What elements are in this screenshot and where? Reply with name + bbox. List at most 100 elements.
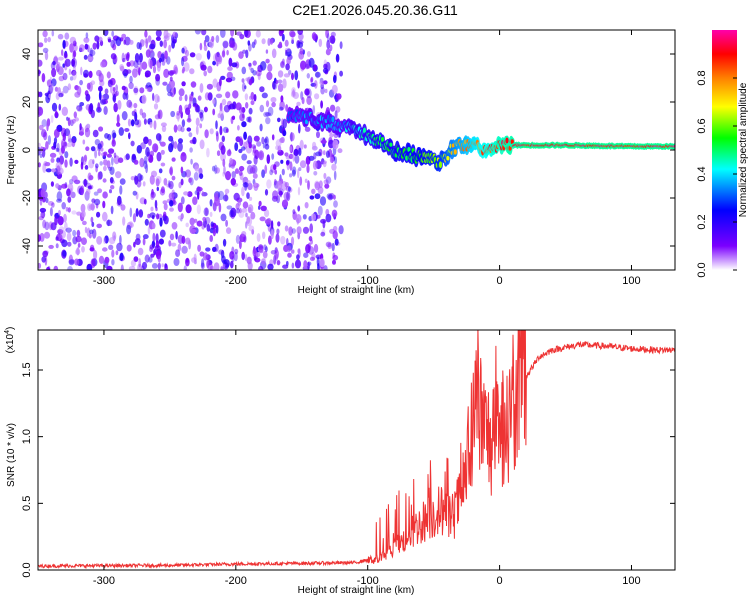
noise-blob bbox=[39, 199, 43, 206]
noise-blob bbox=[98, 126, 104, 132]
noise-blob bbox=[72, 118, 76, 124]
noise-blob bbox=[261, 136, 265, 145]
noise-blob bbox=[90, 258, 96, 269]
noise-blob bbox=[184, 169, 192, 178]
noise-blob bbox=[74, 258, 80, 266]
noise-blob bbox=[167, 91, 173, 97]
noise-blob bbox=[306, 164, 310, 174]
noise-blob bbox=[218, 249, 225, 255]
noise-blob bbox=[310, 78, 313, 83]
noise-blob bbox=[103, 237, 107, 245]
noise-blob bbox=[60, 229, 66, 239]
noise-blob bbox=[38, 70, 42, 75]
noise-blob bbox=[64, 58, 71, 67]
noise-blob bbox=[312, 160, 318, 170]
noise-blob bbox=[304, 88, 310, 96]
noise-blob bbox=[173, 124, 178, 133]
noise-blob bbox=[239, 113, 245, 122]
noise-blob bbox=[311, 188, 316, 195]
noise-blob bbox=[253, 135, 260, 142]
noise-blob bbox=[323, 63, 328, 70]
noise-blob bbox=[121, 111, 128, 121]
noise-blob bbox=[96, 211, 101, 218]
noise-blob bbox=[266, 71, 273, 81]
noise-blob bbox=[130, 259, 136, 267]
noise-blob bbox=[225, 170, 231, 181]
noise-blob bbox=[67, 196, 72, 203]
noise-blob bbox=[83, 37, 90, 43]
noise-blob bbox=[250, 67, 254, 74]
noise-blob bbox=[49, 83, 55, 92]
noise-blob bbox=[291, 262, 295, 269]
noise-blob bbox=[63, 52, 68, 59]
spectrogram-x-label: Height of straight line (km) bbox=[298, 285, 415, 296]
noise-blob bbox=[104, 133, 109, 139]
noise-blob bbox=[139, 39, 145, 47]
noise-blob bbox=[185, 222, 189, 228]
noise-blob bbox=[102, 211, 108, 222]
noise-blob bbox=[199, 111, 204, 119]
noise-blob bbox=[189, 68, 195, 75]
noise-blob bbox=[144, 30, 148, 38]
noise-blob bbox=[85, 188, 91, 196]
noise-blob bbox=[145, 38, 148, 49]
noise-blob bbox=[236, 31, 243, 36]
noise-blob bbox=[115, 250, 119, 256]
noise-blob bbox=[69, 36, 77, 45]
noise-blob bbox=[302, 226, 310, 234]
noise-blob bbox=[320, 139, 327, 144]
noise-blob bbox=[241, 186, 245, 197]
noise-blob bbox=[333, 170, 337, 181]
noise-blob bbox=[297, 205, 301, 212]
noise-blob bbox=[251, 229, 255, 235]
noise-blob bbox=[130, 176, 135, 181]
noise-blob bbox=[222, 238, 227, 247]
noise-blob bbox=[175, 249, 181, 257]
noise-blob bbox=[163, 178, 168, 186]
noise-blob bbox=[62, 85, 69, 94]
noise-blob bbox=[334, 238, 339, 246]
noise-blob bbox=[135, 208, 139, 217]
noise-blob bbox=[68, 68, 72, 76]
noise-blob bbox=[203, 70, 207, 77]
signal-core bbox=[510, 139, 514, 145]
noise-blob bbox=[306, 51, 311, 57]
noise-blob bbox=[67, 133, 71, 142]
noise-blob bbox=[264, 189, 269, 196]
noise-blob bbox=[132, 213, 137, 223]
noise-blob bbox=[328, 139, 335, 149]
noise-blob bbox=[175, 230, 178, 240]
noise-blob bbox=[126, 53, 130, 62]
svg-text:(x104): (x104) bbox=[4, 327, 16, 354]
noise-blob bbox=[280, 60, 285, 67]
noise-blob bbox=[199, 112, 204, 122]
noise-blob bbox=[133, 87, 139, 94]
noise-blob bbox=[164, 263, 168, 269]
noise-blob bbox=[309, 195, 315, 200]
signal-core bbox=[446, 155, 450, 161]
noise-blob bbox=[190, 81, 197, 88]
noise-blob bbox=[190, 94, 194, 100]
noise-blob bbox=[139, 157, 145, 168]
noise-blob bbox=[289, 132, 295, 142]
noise-blob bbox=[258, 244, 264, 251]
noise-blob bbox=[238, 210, 245, 218]
noise-blob bbox=[288, 226, 293, 236]
noise-blob bbox=[204, 129, 209, 139]
noise-blob bbox=[274, 169, 278, 175]
noise-blob bbox=[225, 219, 229, 227]
noise-blob bbox=[52, 60, 56, 66]
noise-blob bbox=[325, 48, 331, 56]
noise-blob bbox=[50, 157, 55, 163]
noise-blob bbox=[281, 168, 285, 176]
noise-blob bbox=[183, 191, 189, 196]
noise-blob bbox=[100, 99, 106, 105]
noise-blob bbox=[128, 266, 136, 270]
noise-blob bbox=[80, 203, 86, 213]
noise-blob bbox=[141, 112, 147, 119]
noise-blob bbox=[181, 56, 185, 67]
noise-blob bbox=[241, 78, 245, 83]
noise-blob bbox=[90, 80, 96, 85]
noise-blob bbox=[48, 244, 54, 249]
noise-blob bbox=[61, 145, 65, 154]
